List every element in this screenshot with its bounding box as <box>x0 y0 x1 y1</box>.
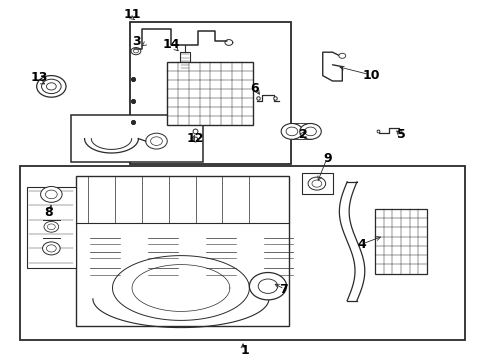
Circle shape <box>299 123 321 139</box>
Text: 9: 9 <box>323 152 331 165</box>
Circle shape <box>41 79 61 94</box>
Circle shape <box>263 283 272 290</box>
Circle shape <box>307 177 325 190</box>
Text: 10: 10 <box>362 69 380 82</box>
Text: 13: 13 <box>30 71 48 84</box>
Circle shape <box>46 245 56 252</box>
Text: 12: 12 <box>186 132 204 145</box>
Circle shape <box>285 127 297 136</box>
Polygon shape <box>167 62 253 125</box>
Text: 6: 6 <box>249 82 258 95</box>
Polygon shape <box>129 22 290 164</box>
Text: 3: 3 <box>132 35 141 48</box>
Polygon shape <box>180 52 189 70</box>
Circle shape <box>338 53 345 58</box>
Polygon shape <box>76 176 288 326</box>
Circle shape <box>249 273 286 300</box>
Text: 7: 7 <box>279 283 287 296</box>
Circle shape <box>304 127 316 136</box>
Circle shape <box>37 76 66 97</box>
Text: 11: 11 <box>123 8 141 21</box>
Circle shape <box>46 83 56 90</box>
Text: 4: 4 <box>357 238 366 251</box>
Polygon shape <box>20 166 464 340</box>
Circle shape <box>45 190 57 199</box>
Circle shape <box>44 221 59 232</box>
Circle shape <box>145 133 167 149</box>
Text: 5: 5 <box>396 129 405 141</box>
Circle shape <box>47 224 55 230</box>
Text: 1: 1 <box>240 345 248 357</box>
Polygon shape <box>375 209 426 274</box>
Circle shape <box>311 180 321 187</box>
Circle shape <box>133 49 138 53</box>
Circle shape <box>42 242 60 255</box>
Circle shape <box>41 186 62 202</box>
Polygon shape <box>27 187 76 268</box>
Polygon shape <box>71 115 203 162</box>
Circle shape <box>281 123 302 139</box>
Text: 14: 14 <box>162 39 180 51</box>
Text: 8: 8 <box>44 206 53 219</box>
Circle shape <box>150 137 162 145</box>
Text: 2: 2 <box>298 129 307 141</box>
Circle shape <box>131 48 141 55</box>
Circle shape <box>258 279 277 293</box>
Polygon shape <box>302 173 332 194</box>
